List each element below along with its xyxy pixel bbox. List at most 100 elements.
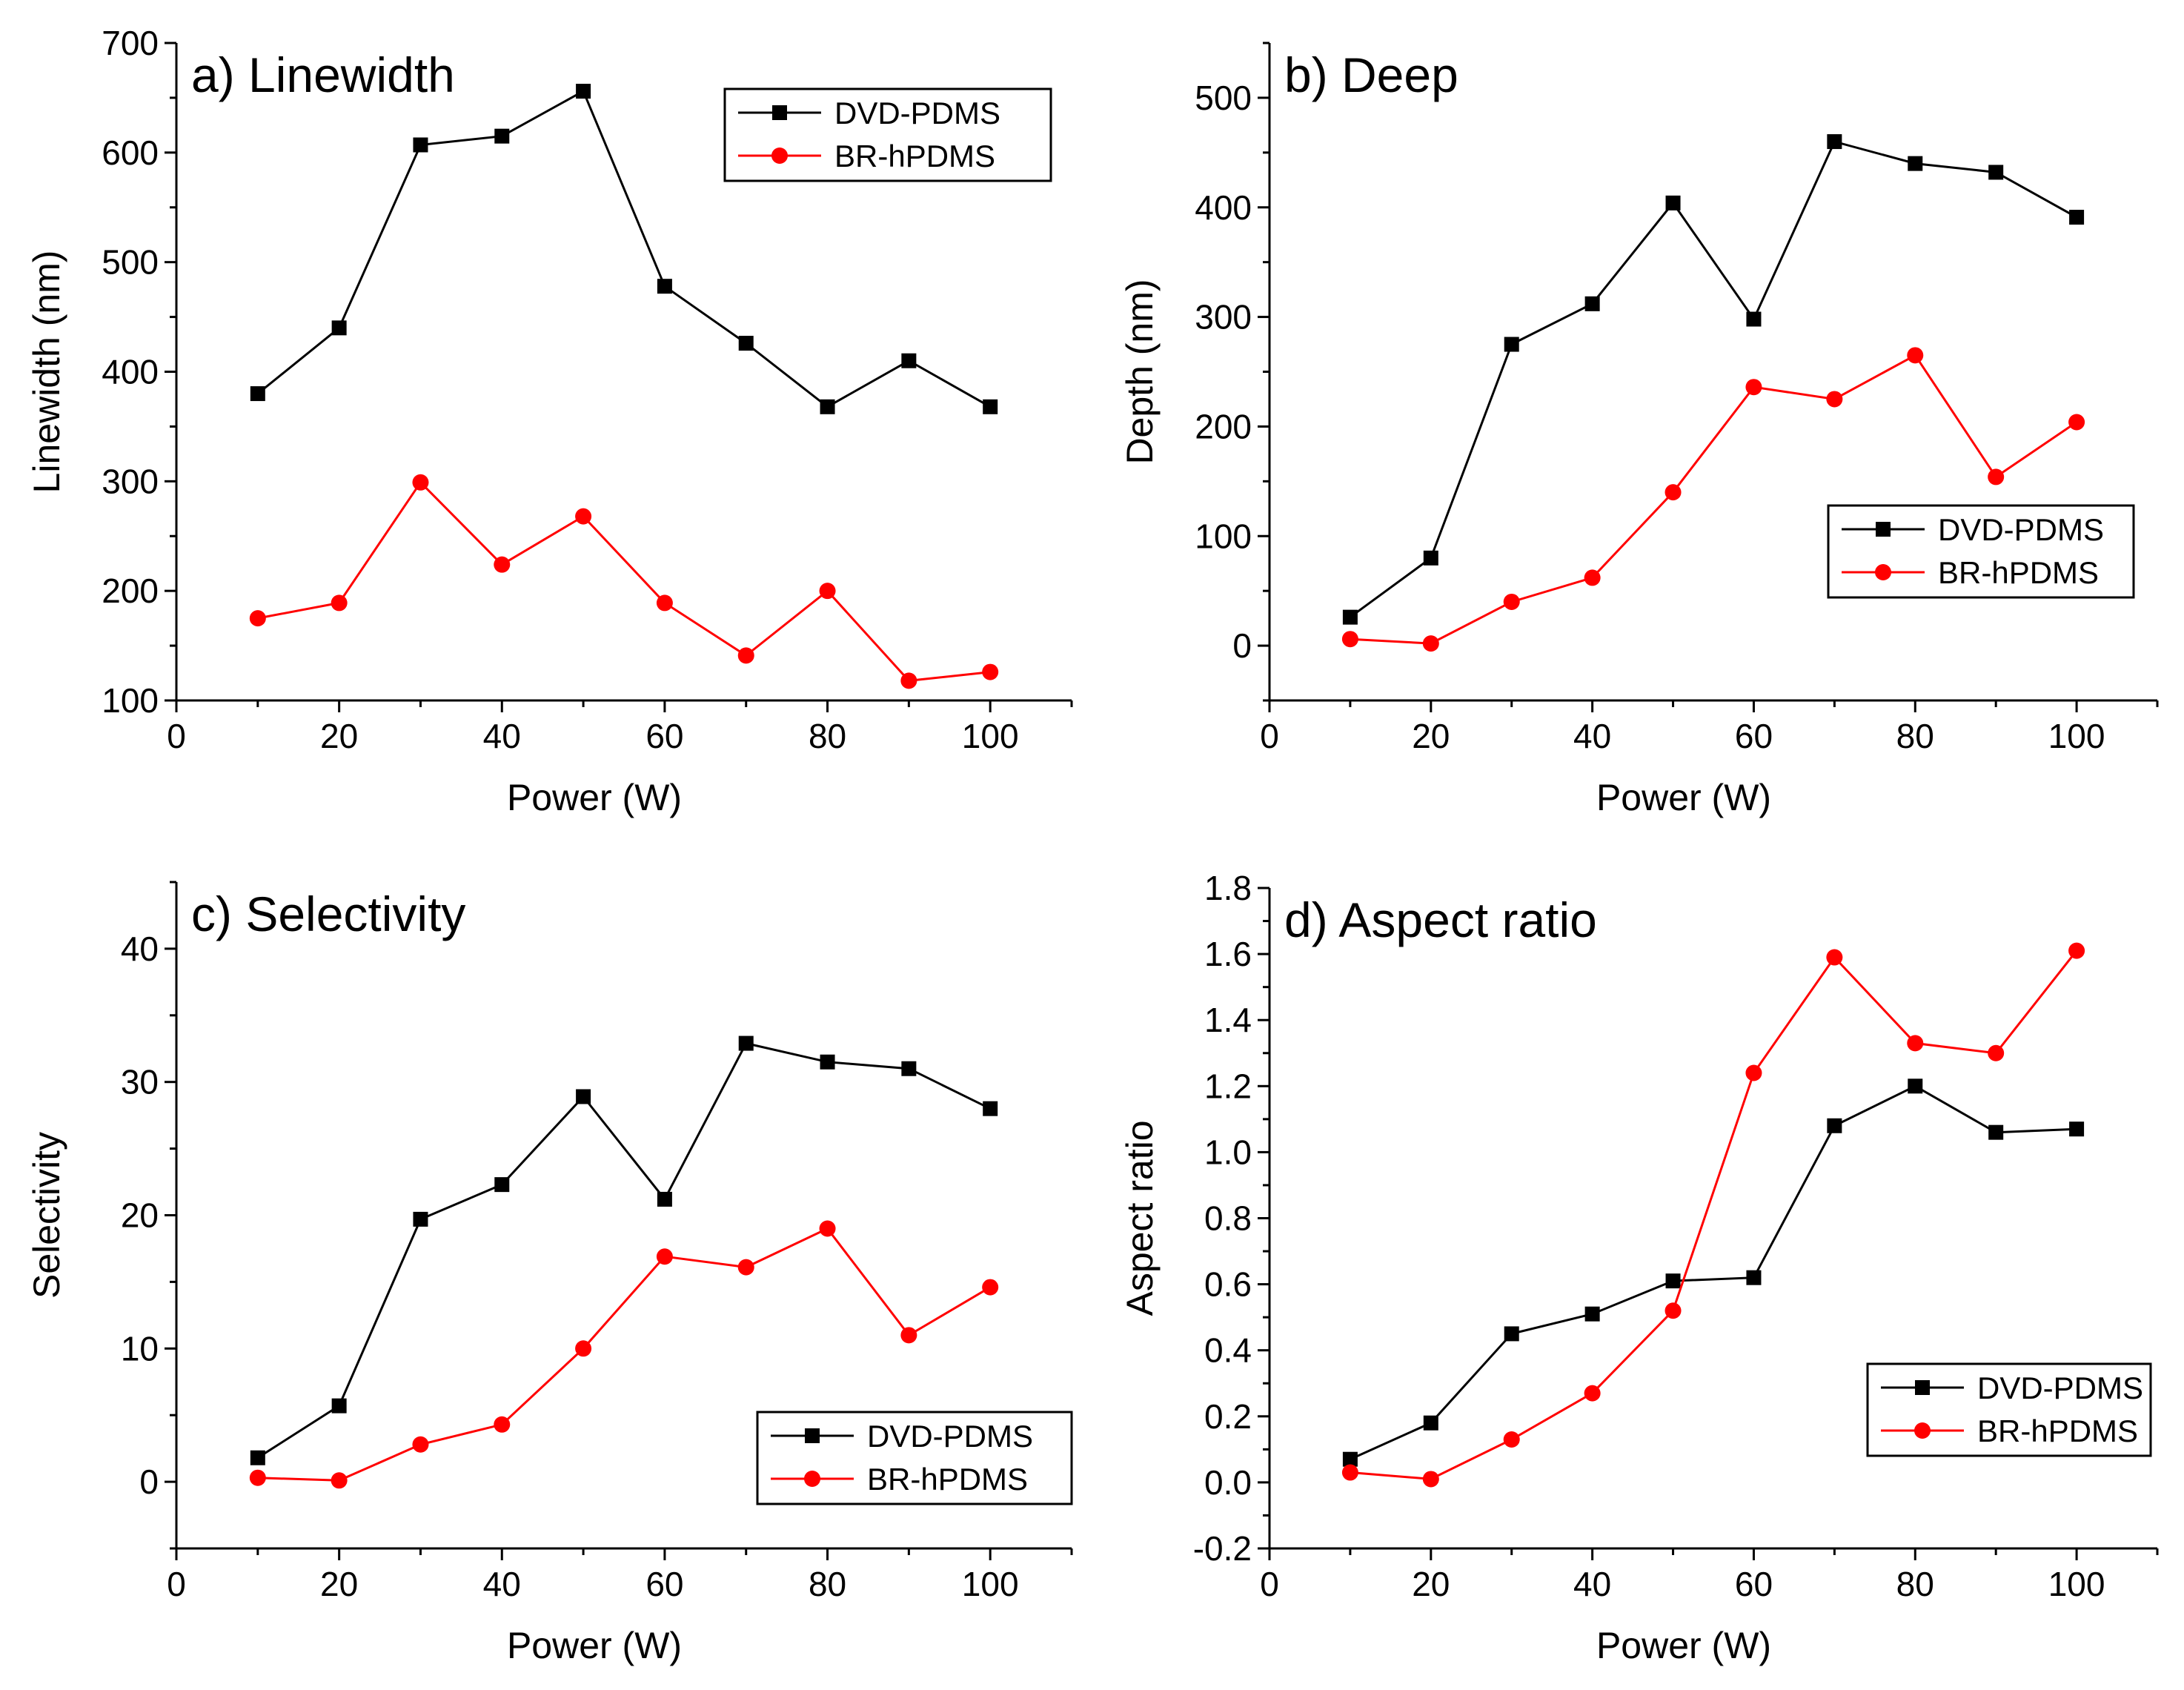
y-tick-label: 600 [102, 133, 159, 172]
x-tick-label: 40 [483, 1565, 521, 1603]
x-tick-label: 80 [1896, 1565, 1934, 1603]
x-tick-label: 40 [483, 717, 521, 755]
x-tick-label: 0 [1260, 1565, 1279, 1603]
legend-marker [1875, 564, 1891, 580]
data-point [1826, 949, 1843, 966]
data-point [1584, 1306, 1600, 1322]
data-point [1503, 593, 1520, 610]
legend-label: DVD-PDMS [867, 1419, 1033, 1454]
data-point [982, 1279, 999, 1296]
x-axis-label: Power (W) [507, 1625, 682, 1666]
legend-marker [1914, 1422, 1931, 1439]
data-point [1988, 468, 2005, 486]
chart-title: c) Selectivity [191, 887, 465, 941]
data-point [1584, 569, 1601, 586]
legend-marker [1876, 522, 1891, 537]
x-tick-label: 20 [320, 717, 358, 755]
data-point [737, 647, 754, 664]
y-tick-label: 10 [121, 1329, 159, 1368]
series-line [1350, 1084, 2077, 1461]
data-point [1908, 1078, 1923, 1094]
data-point [901, 353, 917, 368]
chart-panel-a: 0 20 40 60 80 100 100 200 300 400 500 600 700 Power (… [26, 24, 1073, 818]
data-point [982, 663, 999, 680]
data-point [576, 1089, 591, 1104]
y-tick-label: 1.8 [1204, 869, 1252, 907]
data-point [900, 672, 917, 689]
series-line [256, 89, 991, 408]
data-point [2069, 1121, 2085, 1137]
legend-box [756, 1411, 1073, 1505]
x-tick-label: 40 [1573, 1565, 1611, 1603]
data-point [1665, 1273, 1681, 1289]
series-br-hpdms [1341, 347, 2085, 652]
y-tick-label: -0.2 [1193, 1529, 1252, 1568]
y-tick-label: 0 [1232, 626, 1252, 665]
series-line [1350, 140, 2077, 618]
data-point [2069, 210, 2085, 225]
data-point [1827, 134, 1842, 150]
y-tick-label: 1.0 [1204, 1133, 1252, 1171]
data-point [983, 1101, 998, 1116]
x-tick-label: 60 [645, 1565, 683, 1603]
data-point [412, 474, 429, 491]
x-tick-label: 0 [167, 717, 186, 755]
data-point [1423, 1415, 1438, 1431]
x-tick-label: 100 [962, 1565, 1019, 1603]
data-point [1503, 1431, 1520, 1448]
legend-label: DVD-PDMS [834, 96, 1000, 130]
x-axis-label: Power (W) [1596, 777, 1771, 818]
series-line [257, 480, 991, 682]
legend-label: BR-hPDMS [1938, 555, 2099, 590]
y-tick-label: 1.4 [1204, 1001, 1252, 1039]
data-point [249, 610, 266, 627]
x-tick-label: 100 [2048, 717, 2105, 755]
data-point [656, 1248, 673, 1265]
data-point [494, 556, 511, 573]
series-line [256, 1041, 991, 1459]
legend-label: DVD-PDMS [1977, 1371, 2143, 1405]
y-tick-label: 400 [102, 353, 159, 391]
y-tick-label: 0.2 [1204, 1397, 1252, 1436]
x-tick-label: 80 [1896, 717, 1934, 755]
data-point [575, 1340, 592, 1357]
data-point [1422, 1471, 1439, 1488]
data-point [738, 336, 754, 351]
legend-marker [772, 105, 787, 120]
y-tick-label: 300 [102, 462, 159, 500]
data-point [2068, 414, 2085, 431]
data-point [413, 1211, 428, 1227]
data-point [900, 1327, 917, 1344]
series-br-hpdms [249, 1220, 999, 1489]
x-tick-label: 60 [645, 717, 683, 755]
data-point [1665, 195, 1681, 211]
y-tick-label: 0.0 [1204, 1463, 1252, 1502]
y-tick-label: 500 [1195, 79, 1252, 117]
chart-title: d) Aspect ratio [1284, 892, 1597, 947]
data-point [331, 1398, 347, 1414]
y-tick-label: 30 [121, 1063, 159, 1101]
data-point [575, 508, 592, 525]
y-tick-label: 100 [1195, 517, 1252, 555]
x-axis-label: Power (W) [507, 777, 682, 818]
y-axis-label: Aspect ratio [1119, 1120, 1161, 1316]
data-point [494, 128, 510, 144]
legend: DVD-PDMS BR-hPDMS [1827, 504, 2135, 599]
chart-panel-b: 0 20 40 60 80 100 0 100 200 300 400 500 Power (W) Dep… [1119, 42, 2159, 818]
data-point [820, 399, 835, 414]
series-dvd-pdms [250, 84, 998, 414]
data-point [250, 386, 265, 402]
data-point [1504, 1326, 1519, 1342]
y-tick-label: 0 [139, 1462, 159, 1501]
legend-marker [804, 1471, 820, 1487]
y-tick-label: 0.8 [1204, 1199, 1252, 1238]
y-tick-label: 400 [1195, 188, 1252, 227]
series-dvd-pdms [250, 1035, 998, 1465]
x-tick-label: 20 [320, 1565, 358, 1603]
data-point [819, 583, 836, 600]
y-axis-label: Selectivity [26, 1132, 67, 1299]
series-br-hpdms [249, 474, 999, 689]
x-tick-label: 0 [1260, 717, 1279, 755]
data-point [249, 1469, 266, 1486]
